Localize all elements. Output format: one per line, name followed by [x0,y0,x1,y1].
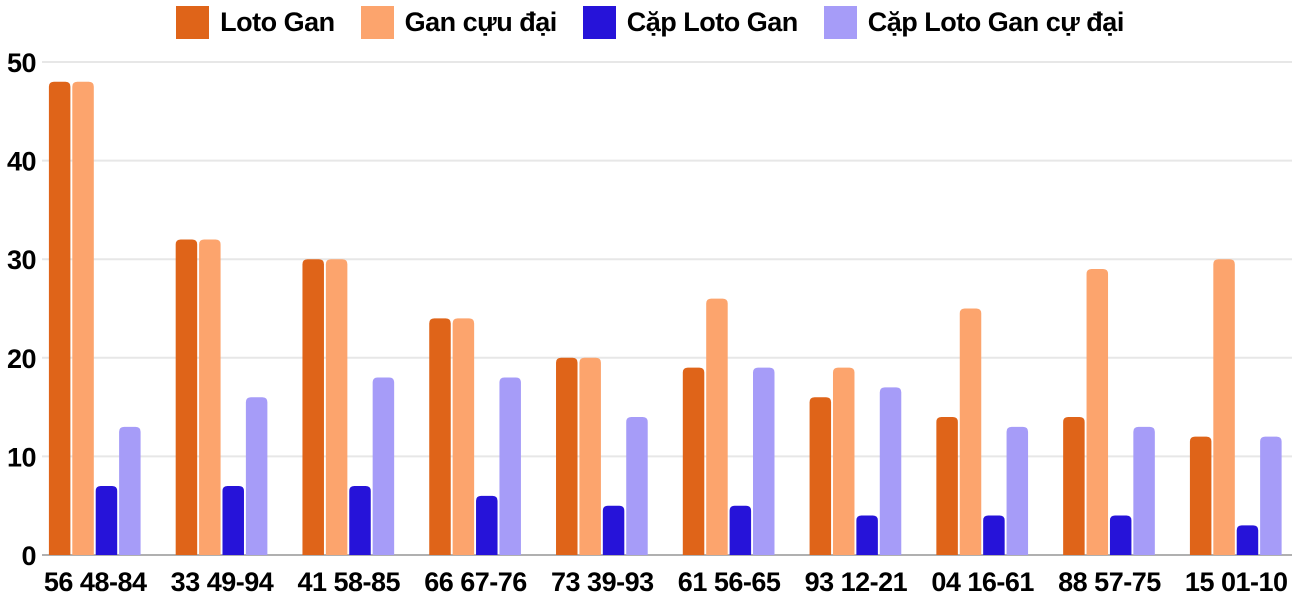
bar[interactable] [809,397,832,555]
x-axis-category-label: 66 67-76 [424,567,527,597]
bar[interactable] [556,357,578,555]
bar[interactable] [245,397,268,555]
legend-label: Gan cựu đại [404,7,558,37]
bar[interactable] [95,485,118,555]
bar[interactable] [452,318,475,555]
bar[interactable] [579,357,601,555]
x-axis-category-label: 04 16-61 [931,567,1034,597]
bar[interactable] [1063,416,1085,555]
bar[interactable] [72,81,94,555]
bar[interactable] [682,367,705,555]
bar[interactable] [626,416,648,555]
bar[interactable] [349,485,371,555]
bar[interactable] [302,259,324,555]
bar[interactable] [1189,436,1212,555]
y-axis-tick-label: 0 [21,541,36,571]
legend-swatch-icon [360,6,394,39]
bar[interactable] [959,308,982,556]
x-axis-category-label: 33 49-94 [171,567,274,597]
legend-item: Cặp Loto Gan cự đại [823,6,1125,39]
legend-swatch-icon [823,6,857,39]
y-axis-tick-label: 50 [7,48,36,78]
legend-swatch-icon [582,6,616,39]
bar[interactable] [222,485,244,555]
bar[interactable] [1086,269,1109,555]
bar[interactable] [706,298,728,555]
bar[interactable] [325,259,348,555]
bar[interactable] [1213,259,1235,555]
bar[interactable] [1260,436,1282,555]
bar[interactable] [476,495,498,555]
bar[interactable] [1006,426,1029,555]
bar[interactable] [48,81,71,555]
bar[interactable] [856,515,878,555]
x-axis-category-label: 61 56-65 [678,567,781,597]
legend-label: Loto Gan [220,7,335,37]
x-axis-category-label: 73 39-93 [551,567,654,597]
legend-label: Cặp Loto Gan [626,7,799,37]
bar[interactable] [1133,426,1155,555]
legend-item: Gan cựu đại [360,6,558,39]
bar[interactable] [602,505,625,555]
legend-item: Cặp Loto Gan [582,6,799,39]
bar[interactable] [199,239,221,556]
bar[interactable] [372,377,395,555]
bar[interactable] [1109,515,1132,555]
y-axis-tick-label: 20 [7,344,36,374]
bar[interactable] [983,515,1005,555]
x-axis-category-label: 15 01-10 [1185,567,1288,597]
bar[interactable] [879,387,902,555]
bar[interactable] [753,367,775,555]
x-axis-category-label: 56 48-84 [44,567,147,597]
bar[interactable] [119,426,141,555]
x-axis-category-label: 41 58-85 [297,567,400,597]
bar[interactable] [175,239,198,556]
legend-item: Loto Gan [176,6,335,39]
y-axis-tick-label: 10 [7,442,36,472]
bar[interactable] [729,505,752,555]
bar[interactable] [1236,525,1259,555]
y-axis-tick-label: 30 [7,245,36,275]
bar[interactable] [499,377,521,555]
bar[interactable] [429,318,451,555]
legend-swatch-icon [176,6,210,39]
y-axis-tick-label: 40 [7,147,36,177]
x-axis-category-label: 88 57-75 [1058,567,1161,597]
chart-legend: Loto Gan Gan cựu đại Cặp Loto Gan Cặp Loto … [0,6,1300,39]
bar[interactable] [936,416,958,555]
x-axis-category-label: 93 12-21 [805,567,908,597]
bar[interactable] [832,367,855,555]
legend-label: Cặp Loto Gan cự đại [867,7,1125,37]
